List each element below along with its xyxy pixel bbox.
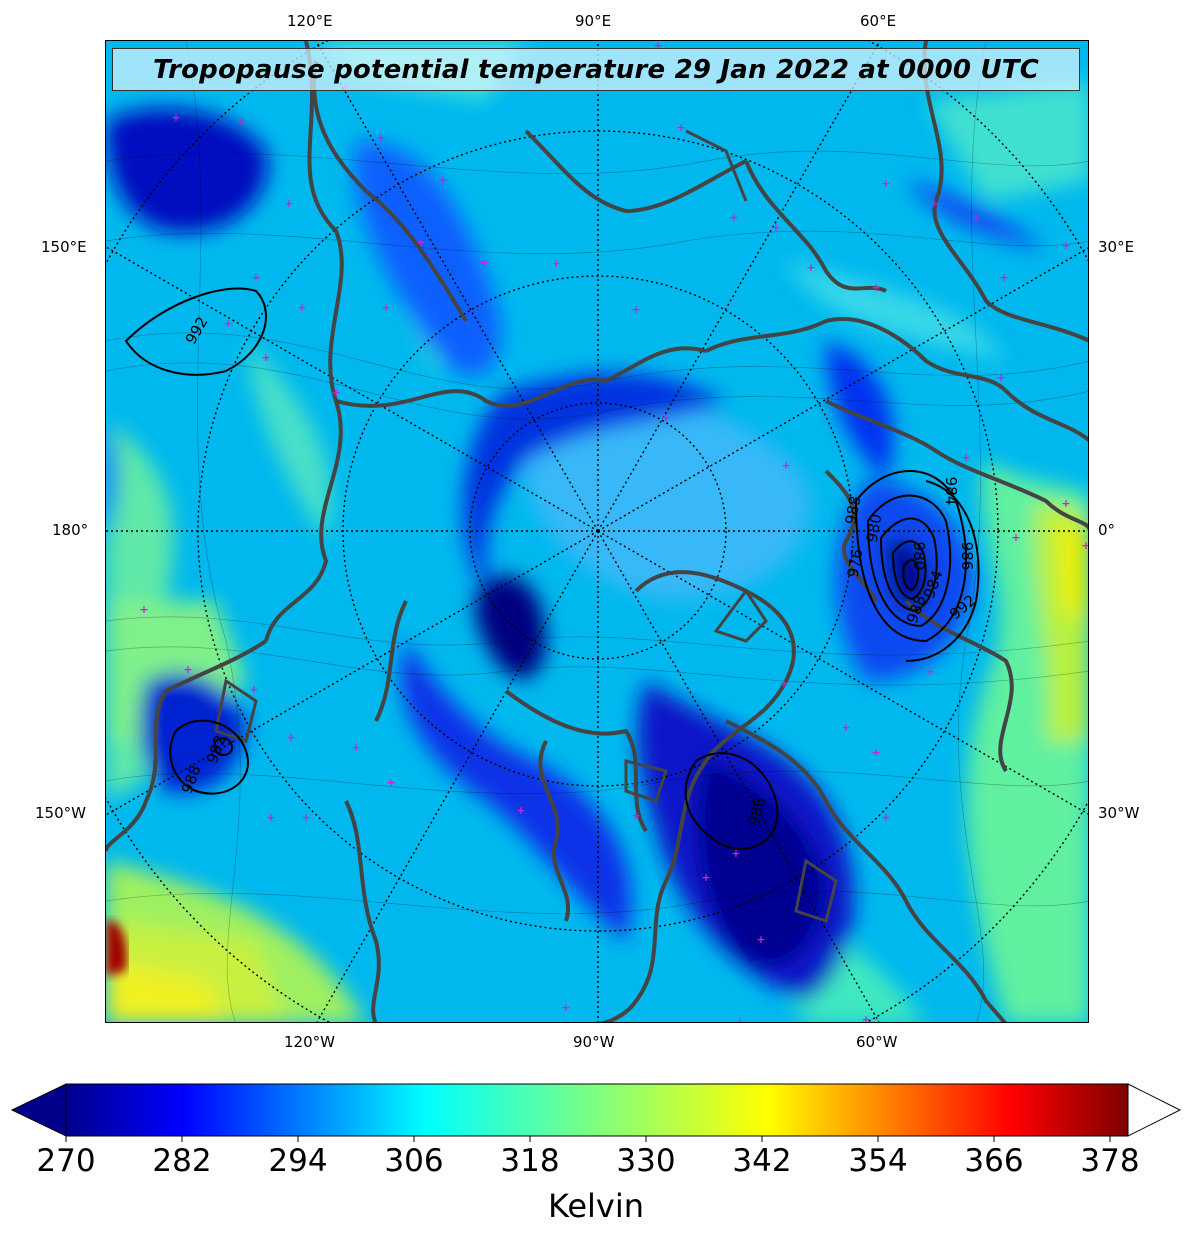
- svg-text:+: +: [171, 111, 180, 124]
- svg-text:+: +: [871, 746, 880, 759]
- colorbar-tick-label: 378: [1080, 1143, 1140, 1179]
- contour-label: 976: [844, 547, 867, 578]
- svg-text:+: +: [331, 386, 340, 399]
- colorbar-tick-label: 342: [732, 1143, 792, 1179]
- lon-label-top-90e: 90°E: [575, 12, 612, 30]
- svg-text:+: +: [438, 173, 447, 186]
- svg-text:+: +: [653, 41, 662, 52]
- svg-text:+: +: [735, 1016, 744, 1023]
- svg-text:+: +: [676, 121, 685, 134]
- svg-text:+: +: [551, 257, 560, 270]
- contour-label: 980: [863, 512, 886, 543]
- lon-label-bottom-90w: 90°W: [573, 1033, 615, 1051]
- svg-text:+: +: [284, 197, 293, 210]
- svg-text:+: +: [881, 177, 890, 190]
- svg-text:+: +: [516, 804, 525, 817]
- svg-text:+: +: [756, 933, 765, 946]
- colorbar-max-extend-arrow: [1127, 1083, 1182, 1137]
- lon-label-bottom-120w: 120°W: [284, 1033, 335, 1051]
- svg-text:+: +: [376, 131, 385, 144]
- contour-label: 980: [910, 542, 928, 571]
- colorbar-tick-marks: [65, 1136, 1111, 1142]
- svg-text:+: +: [251, 271, 260, 284]
- svg-text:+: +: [1061, 239, 1070, 252]
- contour-label: 988: [842, 494, 865, 525]
- svg-text:+: +: [731, 847, 740, 860]
- lon-label-bottom-60w: 60°W: [856, 1033, 898, 1051]
- svg-text:+: +: [729, 211, 738, 224]
- lon-label-left-180: 180°: [52, 521, 89, 539]
- map-title-box: Tropopause potential temperature 29 Jan …: [112, 48, 1080, 91]
- svg-text:+: +: [183, 663, 192, 676]
- svg-text:+: +: [301, 811, 310, 824]
- svg-text:+: +: [631, 809, 640, 822]
- svg-text:+: +: [779, 677, 788, 690]
- svg-text:+: +: [223, 317, 232, 330]
- svg-text:+: +: [806, 261, 815, 274]
- svg-text:+: +: [1011, 531, 1020, 544]
- svg-text:+: +: [236, 115, 245, 128]
- svg-text:+: +: [561, 1001, 570, 1014]
- colorbar-gradient: [65, 1083, 1129, 1137]
- colorbar-tick-label: 306: [384, 1143, 444, 1179]
- svg-text:+: +: [386, 776, 395, 789]
- colorbar: [10, 1083, 1182, 1142]
- svg-text:+: +: [925, 665, 934, 678]
- svg-text:+: +: [286, 731, 295, 744]
- svg-text:+: +: [266, 811, 275, 824]
- lon-label-top-120e: 120°E: [287, 12, 333, 30]
- lon-label-left-150w: 150°W: [35, 804, 86, 822]
- colorbar-tick-label: 366: [964, 1143, 1024, 1179]
- colorbar-label: Kelvin: [547, 1187, 645, 1225]
- colorbar-tick-label: 354: [848, 1143, 908, 1179]
- colorbar-tick-label: 270: [36, 1143, 96, 1179]
- svg-text:+: +: [999, 271, 1008, 284]
- svg-text:+: +: [996, 371, 1005, 384]
- svg-text:+: +: [771, 221, 780, 234]
- svg-text:+: +: [479, 256, 488, 269]
- colorbar-tick-label: 330: [616, 1143, 676, 1179]
- tropopause-theta-field: 992 988 984 980 976 980 986 984 988 992 …: [106, 41, 1089, 1023]
- svg-text:+: +: [701, 871, 710, 884]
- svg-text:+: +: [971, 211, 980, 224]
- svg-text:+: +: [961, 451, 970, 464]
- svg-text:+: +: [841, 721, 850, 734]
- svg-text:+: +: [261, 351, 270, 364]
- svg-text:+: +: [297, 301, 306, 314]
- svg-text:+: +: [861, 1013, 870, 1023]
- svg-text:+: +: [929, 197, 938, 210]
- contour-label: 984: [942, 477, 960, 506]
- colorbar-tick-label: 282: [152, 1143, 212, 1179]
- lon-label-right-30w: 30°W: [1098, 804, 1140, 822]
- lon-label-left-150e: 150°E: [41, 238, 87, 256]
- map-title: Tropopause potential temperature 29 Jan …: [153, 54, 1039, 85]
- svg-text:+: +: [631, 303, 640, 316]
- lon-label-right-30e: 30°E: [1098, 238, 1135, 256]
- contour-label: 986: [958, 542, 976, 571]
- svg-text:+: +: [139, 603, 148, 616]
- svg-text:+: +: [1081, 539, 1089, 552]
- svg-text:+: +: [249, 683, 258, 696]
- svg-text:+: +: [1061, 497, 1070, 510]
- colorbar-tick-label: 318: [500, 1143, 560, 1179]
- map-panel: 992 988 984 980 976 980 986 984 988 992 …: [105, 40, 1089, 1023]
- colorbar-min-extend-arrow: [10, 1083, 67, 1137]
- colorbar-tick-label: 294: [268, 1143, 328, 1179]
- svg-text:+: +: [781, 459, 790, 472]
- svg-text:+: +: [416, 236, 425, 249]
- lon-label-top-60e: 60°E: [860, 12, 897, 30]
- svg-text:+: +: [881, 811, 890, 824]
- svg-text:+: +: [351, 741, 360, 754]
- svg-text:+: +: [661, 411, 670, 424]
- svg-text:+: +: [381, 301, 390, 314]
- lon-label-right-0: 0°: [1098, 521, 1116, 539]
- svg-text:+: +: [871, 281, 880, 294]
